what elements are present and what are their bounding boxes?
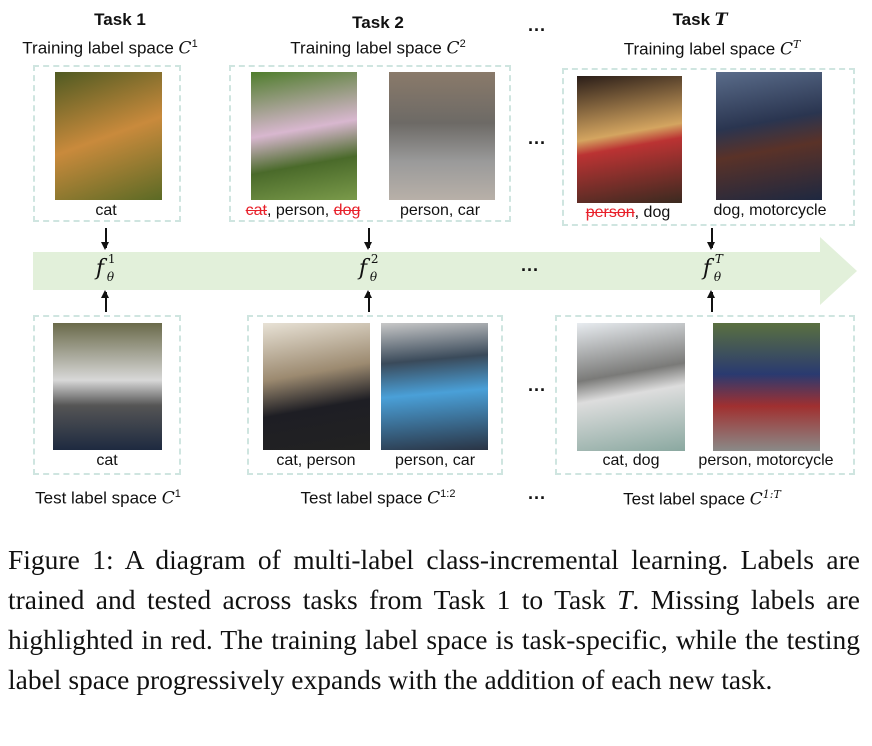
train-label-2a: cat, person, dog bbox=[245, 202, 361, 219]
up-arrow-2 bbox=[365, 290, 371, 312]
motorcycle-rider-photo bbox=[713, 323, 820, 451]
girl-cat-dog-photo bbox=[251, 72, 357, 200]
training-box-t bbox=[562, 68, 855, 226]
ellipsis: ··· bbox=[528, 20, 546, 40]
task-2-title: Task 2 bbox=[352, 13, 404, 32]
training-label-space-t: Training label space CT bbox=[623, 38, 801, 60]
down-arrow-2 bbox=[365, 228, 371, 250]
task-t-title: Task T bbox=[672, 10, 728, 30]
test-box-1 bbox=[33, 315, 181, 475]
man-dog-car-photo bbox=[381, 323, 488, 450]
ellipsis: ··· bbox=[528, 133, 546, 153]
test-label-ta: cat, dog bbox=[602, 452, 660, 469]
up-arrow-1 bbox=[102, 290, 108, 312]
ellipsis: ··· bbox=[521, 260, 539, 280]
training-box-1 bbox=[33, 65, 181, 222]
up-arrow-t bbox=[708, 290, 714, 312]
figure-caption: Figure 1: A diagram of multi-label class… bbox=[8, 544, 860, 695]
training-label-space-2: Training label space C2 bbox=[290, 38, 466, 59]
test-label-space-2: Test label space C1:2 bbox=[300, 488, 456, 509]
train-label-2b: person, car bbox=[399, 202, 481, 219]
test-label-tb: person, motorcycle bbox=[698, 452, 834, 469]
skateboarder-car-photo bbox=[389, 72, 495, 200]
train-label-1: cat bbox=[95, 202, 117, 219]
down-arrow-1 bbox=[102, 228, 108, 250]
test-label-space-1: Test label space C1 bbox=[35, 488, 181, 509]
test-label-2a: cat, person bbox=[276, 452, 356, 469]
train-label-tb: dog, motorcycle bbox=[713, 202, 827, 219]
task-1-title: Task 1 bbox=[94, 10, 146, 29]
ellipsis: ··· bbox=[528, 380, 546, 400]
woman-dog-photo bbox=[577, 76, 682, 203]
test-box-2 bbox=[247, 315, 503, 475]
down-arrow-t bbox=[708, 228, 714, 250]
test-label-space-t: Test label space C1:T bbox=[623, 488, 781, 510]
cat-photo bbox=[55, 72, 162, 200]
test-label-1: cat bbox=[96, 452, 118, 469]
test-box-t bbox=[555, 315, 855, 475]
dog-motorcycle-photo bbox=[716, 72, 822, 200]
training-box-2 bbox=[229, 65, 511, 222]
test-label-2b: person, car bbox=[394, 452, 476, 469]
cat-on-car-photo bbox=[53, 323, 162, 450]
train-label-ta: person, dog bbox=[585, 204, 671, 221]
training-label-space-1: Training label space C1 bbox=[22, 38, 198, 59]
ellipsis: ··· bbox=[528, 488, 546, 508]
cat-dog-bed-photo bbox=[577, 323, 685, 451]
man-holding-cat-photo bbox=[263, 323, 370, 450]
